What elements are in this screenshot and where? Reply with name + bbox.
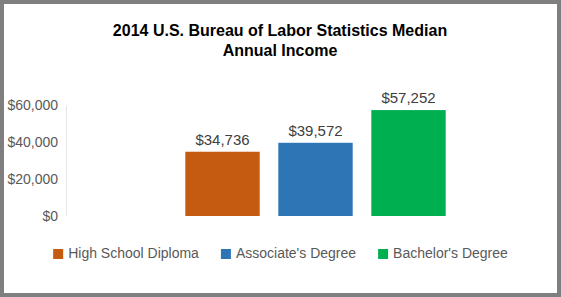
y-axis-line xyxy=(66,106,67,217)
title-line: Annual Income xyxy=(223,42,338,59)
legend-item: Bachelor's Degree xyxy=(378,245,508,261)
y-tick-label: $0 xyxy=(42,208,58,224)
legend: High School Diploma Associate's Degree Bac… xyxy=(53,245,508,261)
data-label: $34,736 xyxy=(195,131,249,148)
chart: 2014 U.S. Bureau of Labor Statistics Med… xyxy=(0,0,561,297)
frame xyxy=(2,2,559,295)
title-line: 2014 U.S. Bureau of Labor Statistics Med… xyxy=(113,22,447,39)
bar xyxy=(371,110,445,216)
y-tick-label: $40,000 xyxy=(7,134,58,150)
legend-label: Bachelor's Degree xyxy=(393,245,508,261)
bars xyxy=(185,110,445,216)
legend-swatch xyxy=(53,249,63,259)
legend-swatch xyxy=(378,249,388,259)
legend-swatch xyxy=(221,249,231,259)
y-tick-label: $60,000 xyxy=(7,97,58,113)
legend-item: Associate's Degree xyxy=(221,245,356,261)
y-tick-label: $20,000 xyxy=(7,171,58,187)
y-tick: $20,000 xyxy=(7,171,66,187)
y-tick: $0 xyxy=(42,208,66,224)
background xyxy=(0,0,561,297)
data-label: $57,252 xyxy=(381,89,435,106)
data-label: $39,572 xyxy=(288,122,342,139)
y-axis: $0 $20,000 $40,000 $60,000 xyxy=(7,97,66,224)
data-labels: $34,736 $39,572 $57,252 xyxy=(195,89,435,148)
y-tick: $60,000 xyxy=(7,97,66,113)
title: 2014 U.S. Bureau of Labor Statistics Med… xyxy=(113,22,447,59)
y-tick: $40,000 xyxy=(7,134,66,150)
bar xyxy=(185,152,259,216)
legend-item: High School Diploma xyxy=(53,245,199,261)
bar xyxy=(278,143,352,216)
legend-label: Associate's Degree xyxy=(236,245,356,261)
legend-label: High School Diploma xyxy=(68,245,199,261)
